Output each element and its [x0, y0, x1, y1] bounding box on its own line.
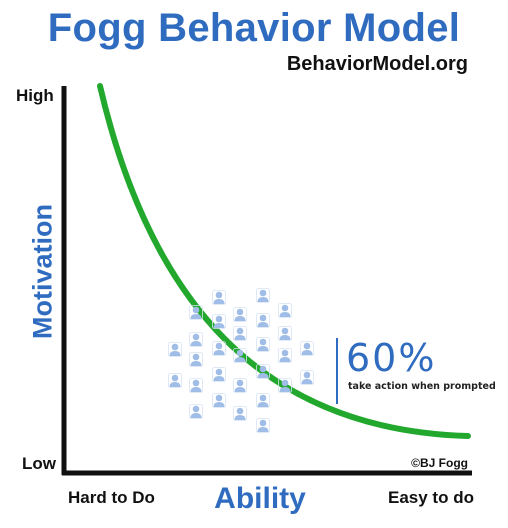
person-icon	[256, 418, 270, 433]
person-icon	[300, 341, 314, 356]
person-icon	[233, 326, 247, 341]
person-icon	[233, 348, 247, 363]
people-cluster	[168, 288, 314, 433]
y-axis-high-label: High	[16, 86, 54, 105]
y-axis-title: Motivation	[27, 204, 58, 339]
callout-percent: 60%	[346, 336, 437, 380]
person-icon	[189, 332, 203, 347]
x-axis-high-label: Easy to do	[388, 488, 474, 507]
person-icon	[256, 337, 270, 352]
person-icon	[212, 341, 226, 356]
person-icon	[212, 290, 226, 305]
person-icon	[256, 288, 270, 303]
person-icon	[256, 393, 270, 408]
diagram-title: Fogg Behavior Model	[47, 6, 461, 50]
person-icon	[278, 303, 292, 318]
person-icon	[278, 348, 292, 363]
person-icon	[212, 314, 226, 329]
person-icon	[212, 393, 226, 408]
person-icon	[189, 352, 203, 367]
person-icon	[189, 305, 203, 320]
person-icon	[256, 313, 270, 328]
person-icon	[256, 364, 270, 379]
person-icon	[212, 367, 226, 382]
person-icon	[233, 378, 247, 393]
y-axis-low-label: Low	[22, 454, 56, 473]
x-axis-low-label: Hard to Do	[68, 488, 155, 507]
diagram-subtitle: BehaviorModel.org	[286, 53, 468, 75]
person-icon	[168, 342, 182, 357]
person-icon	[233, 307, 247, 322]
callout-note: take action when prompted	[348, 381, 496, 392]
action-line-curve	[97, 83, 471, 439]
person-icon	[300, 370, 314, 385]
x-axis-title: Ability	[214, 482, 306, 515]
person-icon	[189, 378, 203, 393]
copyright-text: ©BJ Fogg	[411, 456, 468, 470]
person-icon	[233, 406, 247, 421]
person-icon	[278, 378, 292, 393]
person-icon	[189, 404, 203, 419]
person-icon	[168, 373, 182, 388]
person-icon	[278, 326, 292, 341]
